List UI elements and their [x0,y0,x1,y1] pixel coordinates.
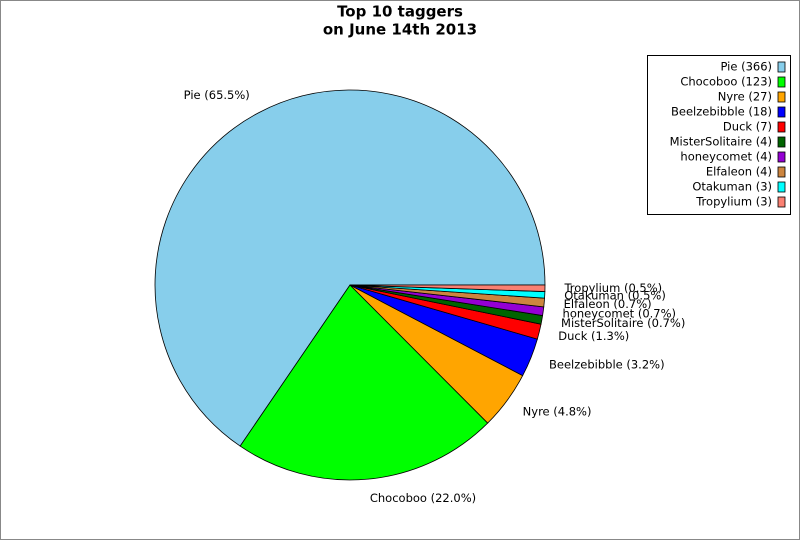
slice-label: Pie (65.5%) [184,88,250,102]
legend-label: Beelzebibble (18) [671,105,772,119]
legend-swatch [777,181,786,193]
legend-box [647,55,791,215]
legend-swatch [777,121,786,133]
slice-label: Otakuman (0.5%) [564,288,666,302]
legend-label: Elfaleon (4) [706,165,772,179]
legend-swatch [777,166,786,178]
legend-swatch [777,61,786,73]
legend-label: MisterSolitaire (4) [670,135,772,149]
legend-label: Duck (7) [723,120,772,134]
legend-label: honeycomet (4) [680,150,772,164]
pie-slice [239,284,489,481]
pie-slice [154,89,546,447]
legend-swatch [777,91,786,103]
legend-label: Nyre (27) [718,90,772,104]
legend-label: Pie (366) [720,60,772,74]
legend-label: Tropylium (3) [695,195,772,209]
slice-label: honeycomet (0.7%) [563,306,676,320]
chart-subtitle: on June 14th 2013 [323,21,477,39]
slice-label: MisterSolitaire (0.7%) [561,316,685,330]
slice-label: Beelzebibble (3.2%) [549,357,665,371]
legend-swatch [777,196,786,208]
legend-label: Otakuman (3) [692,180,772,194]
slice-label: Duck (1.3%) [558,329,629,343]
legend-label: Chocoboo (123) [680,75,772,89]
legend-swatch [777,106,786,118]
pie-slice [349,284,546,292]
slice-label: Tropylium (0.5%) [563,281,662,295]
legend-swatch [777,151,786,163]
slice-label: Elfaleon (0.7%) [564,297,652,311]
chart-title: Top 10 taggers [337,3,463,21]
legend-swatch [777,76,786,88]
legend-swatch [777,136,786,148]
slice-label: Nyre (4.8%) [523,405,592,419]
slice-label: Chocoboo (22.0%) [370,491,476,505]
